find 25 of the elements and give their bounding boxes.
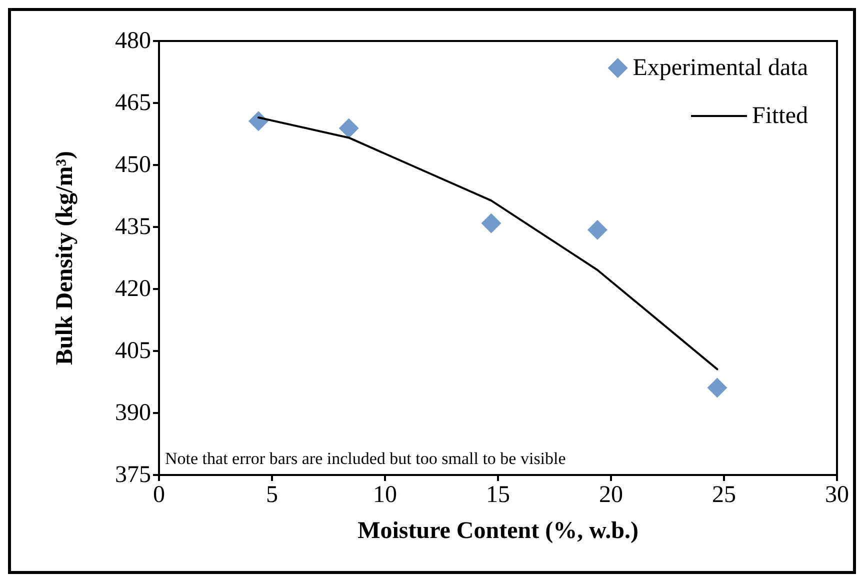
x-tick-label: 25 (712, 482, 736, 508)
y-tick-label: 435 (115, 214, 151, 240)
x-tick-label: 20 (599, 482, 623, 508)
x-tick-label: 0 (153, 482, 165, 508)
y-tick-label: 405 (115, 338, 151, 364)
y-tick-label: 465 (115, 90, 151, 116)
y-tick-label: 480 (115, 28, 151, 54)
y-axis-title: Bulk Density (kg/m³) (52, 151, 78, 365)
x-tick-label: 10 (373, 482, 397, 508)
y-tick-label: 450 (115, 152, 151, 178)
annotation: Note that error bars are included but too small to be visible (165, 449, 566, 468)
x-tick-label: 5 (266, 482, 278, 508)
y-tick-label: 390 (115, 400, 151, 426)
point (248, 111, 268, 132)
legend-label: Experimental data (632, 55, 808, 81)
legend-label: Fitted (752, 103, 808, 129)
point (338, 118, 359, 138)
y-tick-label: 420 (115, 276, 151, 302)
y-tick-label: 375 (115, 462, 151, 488)
point (481, 213, 502, 234)
x-tick-label: 15 (486, 482, 510, 508)
x-axis-title: Moisture Content (%, w.b.) (358, 518, 638, 544)
point (707, 378, 728, 398)
x-tick-label: 30 (825, 482, 849, 508)
point (587, 220, 608, 240)
